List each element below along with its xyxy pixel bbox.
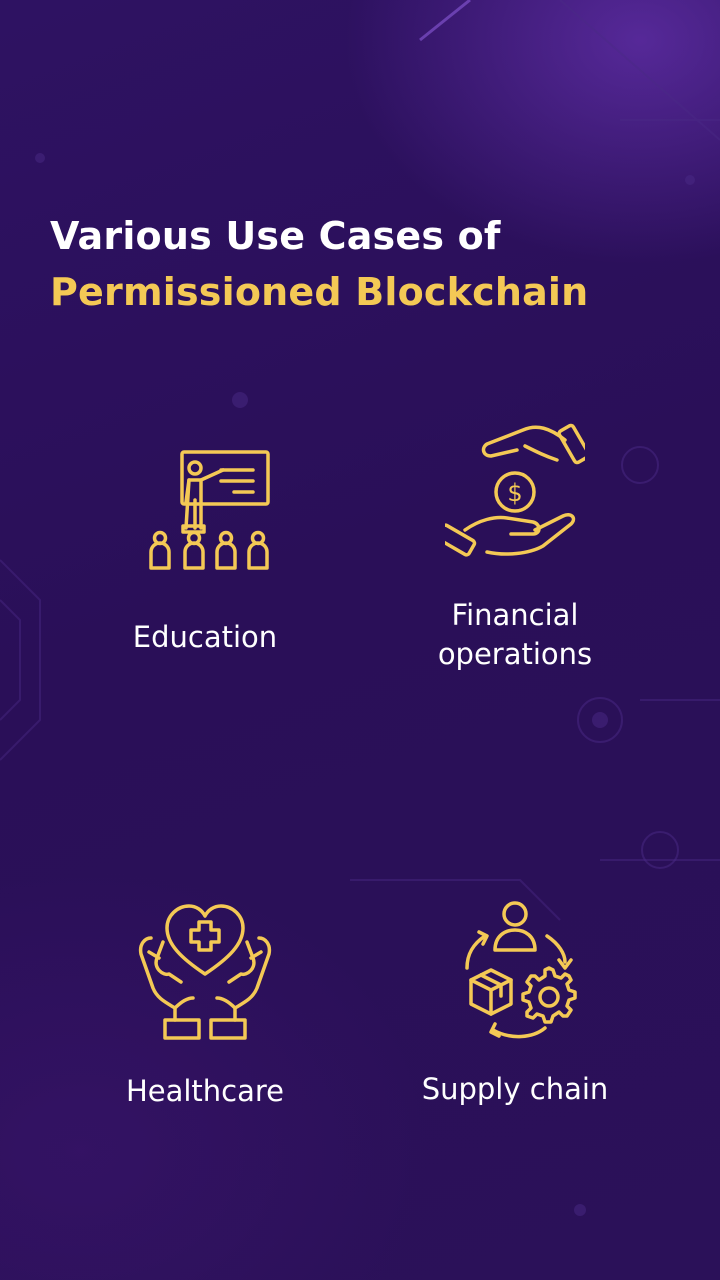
use-case-label: Education xyxy=(132,620,278,654)
hands-money-icon: $ xyxy=(445,423,585,557)
svg-text:$: $ xyxy=(507,479,522,507)
title-line-1: Various Use Cases of xyxy=(50,214,501,258)
title-line-2-highlight: Permissioned Blockchain xyxy=(50,270,589,314)
use-case-label: Supply chain xyxy=(421,1072,609,1106)
use-case-education: Education xyxy=(85,440,325,657)
use-case-financial-operations: $ Financial operations xyxy=(395,418,635,674)
use-case-label: Healthcare xyxy=(125,1074,285,1108)
hands-heart-icon xyxy=(138,904,272,1040)
use-case-label: Financial operations xyxy=(437,598,593,671)
use-case-supply-chain: Supply chain xyxy=(395,898,635,1109)
teacher-presentation-icon xyxy=(149,450,270,570)
use-case-healthcare: Healthcare xyxy=(85,902,325,1111)
page-title: Various Use Cases of Permissioned Blockc… xyxy=(50,208,588,320)
supply-cycle-icon xyxy=(465,901,577,1039)
